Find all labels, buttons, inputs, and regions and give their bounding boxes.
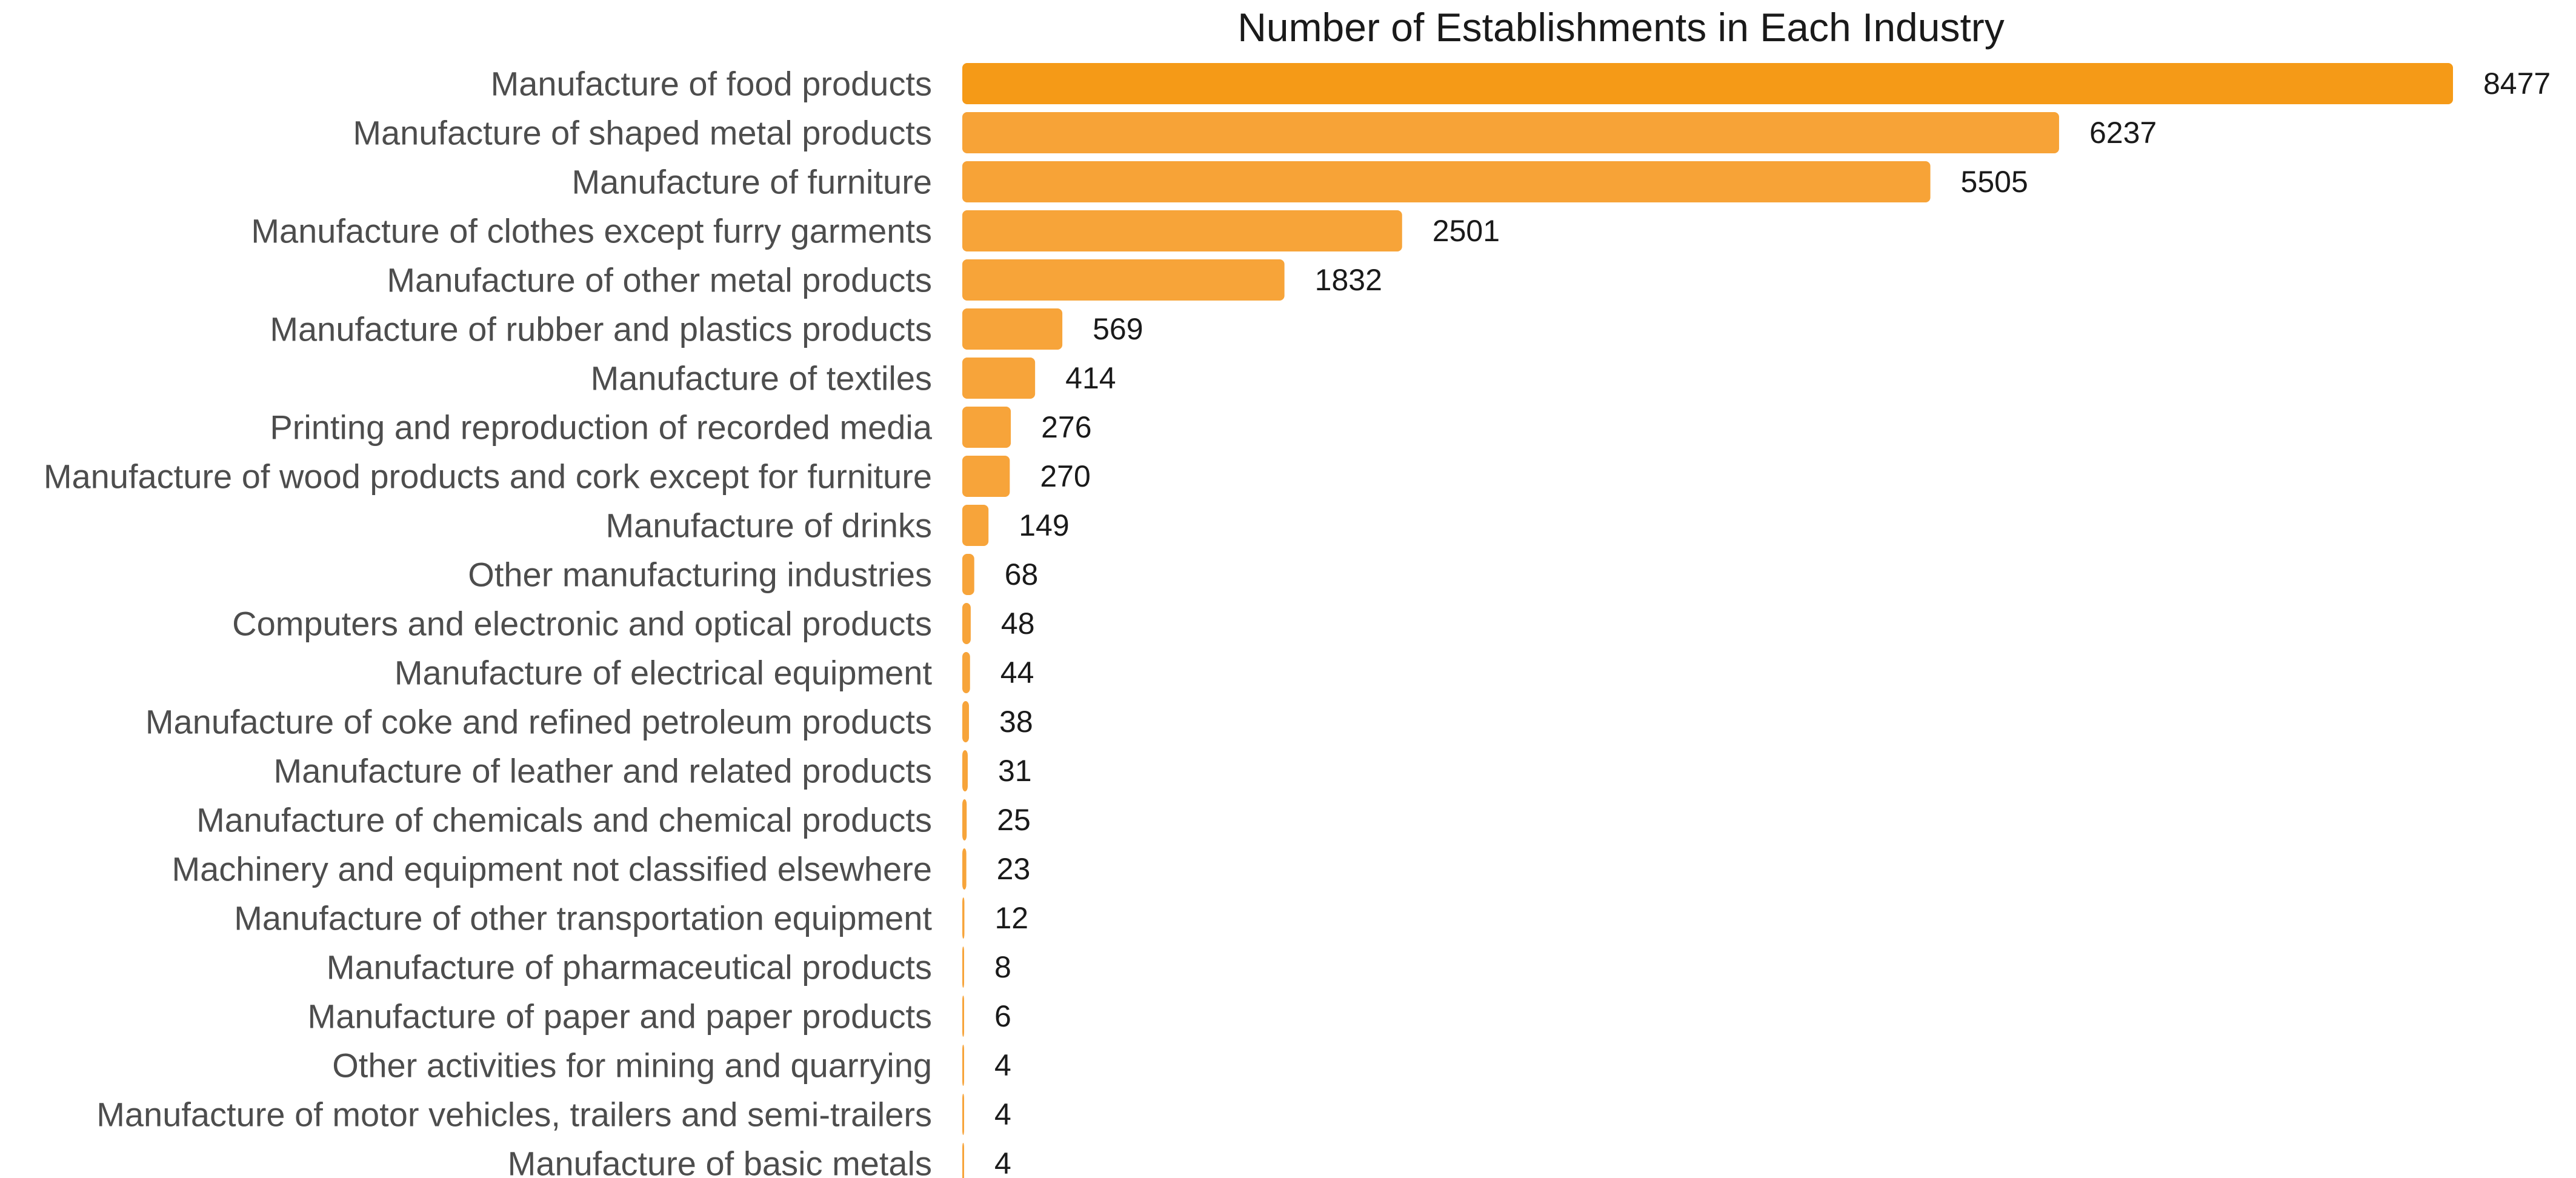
bar-14 — [962, 750, 968, 791]
category-label-14: Manufacture of leather and related produ… — [274, 752, 932, 790]
bar-22 — [962, 1143, 964, 1178]
value-label-7: 276 — [1041, 410, 1091, 444]
category-label-12: Manufacture of electrical equipment — [394, 654, 933, 692]
bar-6 — [962, 358, 1036, 399]
bar-18 — [962, 947, 964, 988]
category-label-9: Manufacture of drinks — [606, 507, 932, 545]
category-label-13: Manufacture of coke and refined petroleu… — [145, 703, 932, 741]
bar-3 — [962, 210, 1402, 251]
bar-15 — [962, 799, 967, 840]
bar-9 — [962, 505, 989, 546]
value-label-6: 414 — [1065, 361, 1116, 395]
category-label-16: Machinery and equipment not classified e… — [172, 850, 932, 888]
category-label-2: Manufacture of furniture — [571, 163, 932, 201]
category-label-3: Manufacture of clothes except furry garm… — [251, 212, 932, 250]
value-label-2: 5505 — [1961, 165, 2028, 199]
value-label-9: 149 — [1019, 508, 1069, 542]
bar-0 — [962, 63, 2453, 104]
value-label-8: 270 — [1040, 459, 1090, 493]
category-label-0: Manufacture of food products — [491, 65, 932, 103]
value-label-18: 8 — [994, 950, 1011, 984]
value-label-5: 569 — [1093, 312, 1143, 346]
category-label-4: Manufacture of other metal products — [387, 261, 932, 299]
value-label-14: 31 — [998, 754, 1032, 788]
bar-19 — [962, 996, 964, 1037]
bar-2 — [962, 161, 1931, 202]
category-label-19: Manufacture of paper and paper products — [308, 997, 932, 1036]
category-labels: Manufacture of food products Manufacture … — [44, 65, 933, 1178]
bar-12 — [962, 652, 970, 693]
value-label-3: 2501 — [1433, 214, 1500, 248]
bar-13 — [962, 701, 970, 742]
bar-4 — [962, 259, 1285, 301]
value-label-1: 6237 — [2089, 116, 2157, 150]
category-label-1: Manufacture of shaped metal products — [353, 114, 932, 152]
value-labels: 8477623755052501183256941427627014968484… — [994, 67, 2551, 1178]
category-label-6: Manufacture of textiles — [591, 359, 932, 398]
value-label-10: 68 — [1005, 557, 1039, 591]
bar-11 — [962, 603, 971, 644]
value-label-19: 6 — [994, 999, 1011, 1033]
value-label-13: 38 — [999, 705, 1033, 739]
category-label-8: Manufacture of wood products and cork ex… — [44, 458, 932, 496]
value-label-21: 4 — [994, 1097, 1011, 1131]
value-label-0: 8477 — [2483, 67, 2551, 101]
value-label-15: 25 — [997, 803, 1031, 837]
bar-16 — [962, 848, 967, 890]
category-label-7: Printing and reproduction of recorded me… — [270, 408, 933, 447]
chart-title: Number of Establishments in Each Industr… — [1237, 5, 2005, 50]
bar-20 — [962, 1045, 964, 1086]
value-label-22: 4 — [994, 1146, 1011, 1178]
category-label-17: Manufacture of other transportation equi… — [234, 899, 932, 937]
category-label-22: Manufacture of basic metals — [508, 1145, 932, 1178]
bar-8 — [962, 456, 1010, 497]
bar-10 — [962, 554, 974, 595]
category-label-11: Computers and electronic and optical pro… — [232, 605, 932, 643]
value-label-12: 44 — [1000, 656, 1034, 690]
bar-21 — [962, 1094, 964, 1135]
category-label-5: Manufacture of rubber and plastics produ… — [270, 310, 932, 348]
category-label-21: Manufacture of motor vehicles, trailers … — [96, 1096, 932, 1134]
category-label-15: Manufacture of chemicals and chemical pr… — [196, 801, 932, 839]
bars-layer — [962, 63, 2453, 1178]
category-label-18: Manufacture of pharmaceutical products — [327, 948, 932, 987]
bar-5 — [962, 308, 1063, 350]
bar-1 — [962, 112, 2059, 153]
value-label-20: 4 — [994, 1048, 1011, 1082]
category-label-20: Other activities for mining and quarryin… — [332, 1047, 932, 1085]
value-label-4: 1832 — [1315, 263, 1382, 297]
value-label-11: 48 — [1001, 607, 1035, 641]
value-label-16: 23 — [997, 852, 1031, 886]
bar-7 — [962, 407, 1011, 448]
bar-17 — [962, 897, 965, 939]
value-label-17: 12 — [994, 901, 1028, 935]
category-label-10: Other manufacturing industries — [468, 556, 932, 594]
